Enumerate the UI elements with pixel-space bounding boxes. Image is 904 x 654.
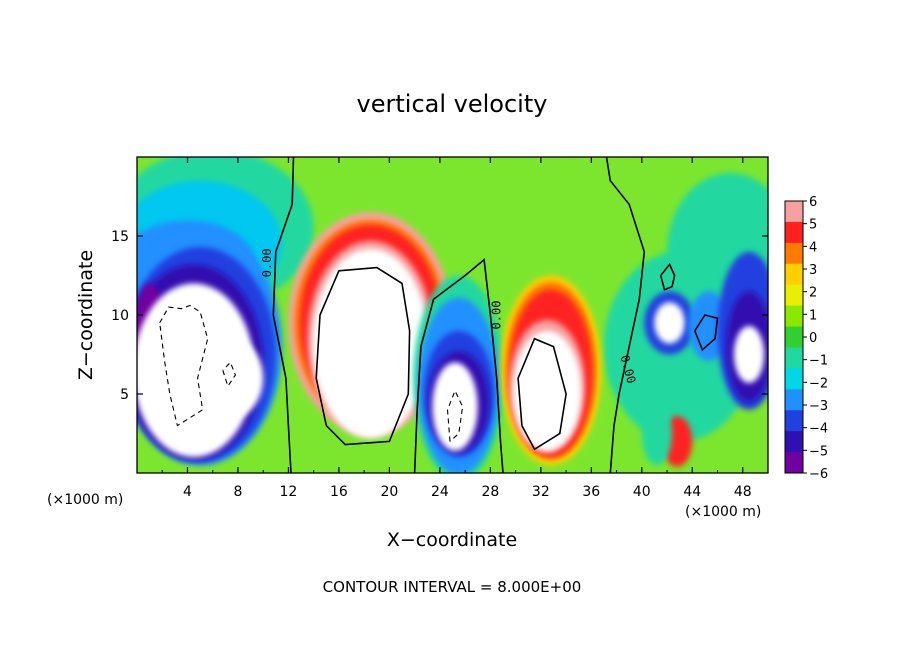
- colorbar-tick-label: −3: [809, 399, 828, 414]
- contour-interval-note: CONTOUR INTERVAL = 8.000E+00: [323, 578, 582, 596]
- contour-line: [659, 262, 676, 291]
- contour-line: [413, 258, 504, 473]
- colorbar-swatch: [785, 389, 803, 411]
- y-tick-label: 15: [111, 229, 129, 245]
- colorbar-tick-label: 2: [809, 286, 817, 301]
- x-axis-label: X−coordinate: [387, 529, 517, 551]
- colorbar-swatch: [785, 347, 803, 369]
- field-cell: [312, 248, 429, 439]
- colorbar-swatch: [785, 305, 803, 328]
- colorbar-swatch: [785, 284, 803, 307]
- y-axis-label: Z−coordinate: [75, 250, 97, 380]
- contour-line: [517, 337, 567, 451]
- colorbar: 6 5 4 3 2 1 0 −1 −2 −3 −4 −5 −6: [784, 195, 828, 482]
- x-unit-label-right: (×1000 m): [685, 504, 761, 520]
- colorbar-tick-label: 5: [809, 218, 817, 233]
- x-tick-label: 4: [183, 484, 192, 500]
- contour-line: [605, 157, 646, 473]
- colorbar-tick-label: −1: [809, 354, 828, 369]
- x-tick-label: 48: [734, 484, 752, 500]
- contour-lines: 0.000.000.00: [159, 157, 719, 473]
- colorbar-tick-label: 1: [809, 308, 817, 323]
- colorbar-tick-label: 4: [809, 240, 817, 255]
- x-tick-label: 12: [280, 484, 298, 500]
- contour-line-negative: [222, 361, 237, 388]
- plot-area: 0.000.000.00: [137, 157, 768, 473]
- colorbar-swatch: [785, 452, 803, 474]
- y-tick-label: 5: [120, 387, 129, 403]
- x-tick-label: 32: [532, 484, 550, 500]
- colorbar-swatch: [785, 201, 803, 223]
- field-cell: [200, 338, 264, 418]
- field-cell: [432, 362, 478, 451]
- x-tick-label: 20: [380, 484, 398, 500]
- field-cell: [654, 302, 685, 344]
- y-axis: 5 10 15: [111, 229, 768, 403]
- contour-line: [315, 266, 411, 446]
- x-tick-label: 44: [683, 484, 701, 500]
- colorbar-swatch: [785, 242, 803, 265]
- colorbar-tick-label: 0: [809, 331, 817, 346]
- x-tick-label: 36: [582, 484, 600, 500]
- contour-line: [272, 157, 295, 473]
- colorbar-tick-label: −4: [809, 422, 828, 437]
- field-cell: [513, 330, 582, 451]
- colorbar-swatch: [785, 368, 803, 390]
- x-unit-label: (×1000 m): [47, 492, 123, 508]
- x-axis: 4 8 12 16 20 24 28 32 36 40 44 48: [161, 157, 752, 500]
- x-tick-label: 8: [233, 484, 242, 500]
- x-tick-label: 40: [633, 484, 651, 500]
- colorbar-tick-label: −5: [809, 444, 828, 459]
- x-tick-label: 28: [481, 484, 499, 500]
- colorbar-tick-label: −2: [809, 376, 828, 391]
- colorbar-tick-label: 3: [809, 263, 817, 278]
- contour-label: 0.00: [260, 248, 274, 277]
- field-cell: [733, 326, 765, 383]
- colorbar-swatch: [785, 326, 803, 348]
- contour-line: [694, 314, 719, 352]
- colorbar-tick-label: 6: [809, 195, 817, 210]
- colorbar-swatch: [785, 431, 803, 453]
- y-tick-label: 10: [111, 308, 129, 324]
- x-tick-label: 16: [330, 484, 348, 500]
- contour-label: 0.00: [489, 301, 503, 330]
- contour-line-negative: [159, 304, 209, 427]
- colorbar-swatch: [785, 221, 803, 244]
- field-cell: [641, 401, 673, 466]
- chart-title: vertical velocity: [357, 90, 548, 118]
- colorbar-tick-label: −6: [809, 467, 828, 482]
- x-tick-label: 24: [431, 484, 449, 500]
- colorbar-swatch: [785, 263, 803, 286]
- colorbar-swatch: [785, 410, 803, 432]
